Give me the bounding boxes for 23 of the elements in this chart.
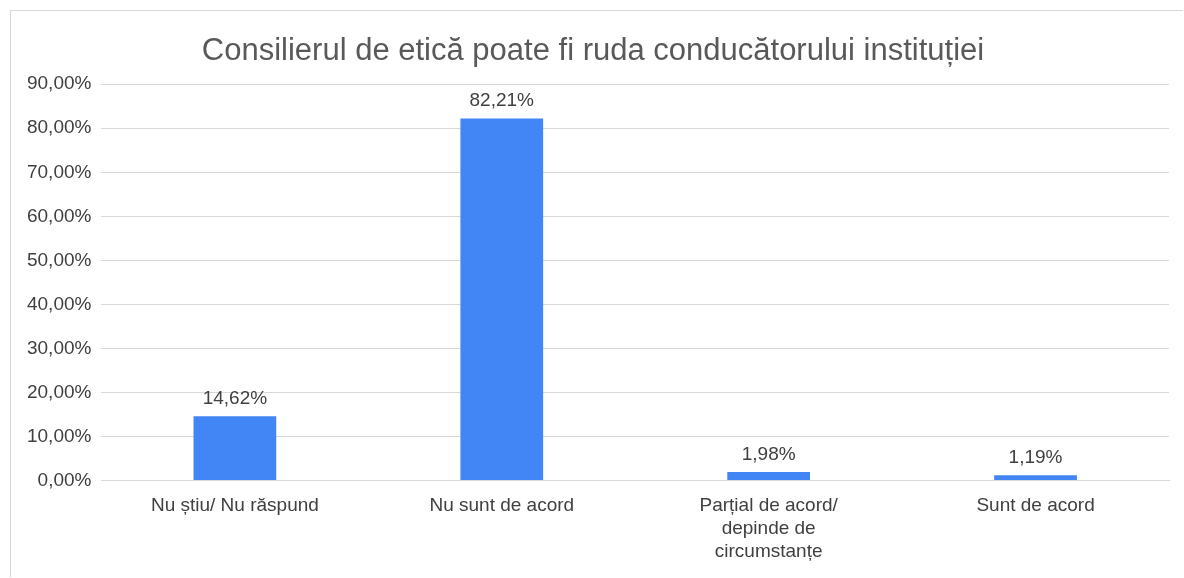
y-tick-label: 0,00% [37, 468, 92, 490]
bar [727, 471, 811, 481]
y-tick-label: 70,00% [26, 160, 92, 182]
bar [193, 416, 277, 481]
y-tick-label: 60,00% [26, 204, 92, 226]
data-label: 14,62% [202, 386, 268, 408]
bar [460, 118, 544, 481]
y-tick-label: 20,00% [26, 380, 92, 402]
chart-title: Consilierul de etică poate fi ruda conducătorului instituției [201, 32, 985, 68]
data-label: 82,21% [469, 89, 535, 111]
x-tick-label: Nu sunt de acord [429, 494, 575, 516]
y-tick-label: 80,00% [26, 116, 92, 138]
y-tick-label: 10,00% [26, 424, 92, 446]
data-label: 1,98% [741, 442, 796, 464]
y-tick-label: 50,00% [26, 248, 92, 270]
y-tick-label: 90,00% [26, 72, 92, 94]
x-tick-label: Parțial de acord/ depinde de circumstanțe [699, 494, 839, 561]
x-tick-label: Nu știu/ Nu răspund [150, 494, 319, 516]
x-tick-label: Sunt de acord [976, 494, 1095, 516]
data-label: 1,19% [1008, 446, 1063, 468]
y-tick-label: 30,00% [26, 336, 92, 358]
bar [994, 475, 1077, 481]
y-tick-label: 40,00% [26, 292, 92, 314]
